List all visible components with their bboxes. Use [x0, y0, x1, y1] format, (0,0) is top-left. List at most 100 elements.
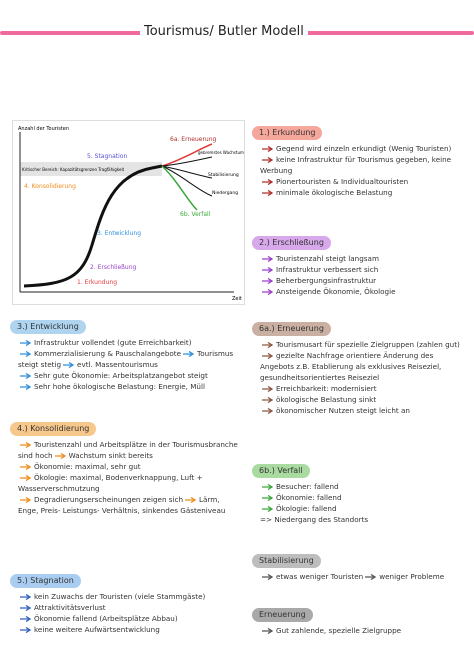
list-item: Kommerzialisierung & Pauschalangebote Tou… [18, 348, 240, 370]
section: 1.) Erkundung Gegend wird einzeln erkundi… [252, 126, 466, 198]
list-item: Ökologie: maximal, Bodenverknappung, Luf… [18, 472, 240, 494]
arrow-icon [63, 362, 75, 368]
item-text: Lärm, Enge, Preis- Leistungs- Verhältnis… [18, 495, 226, 515]
list-item: => Niedergang des Standorts [260, 514, 466, 525]
section: 5.) Stagnation kein Zuwachs der Touristen… [10, 574, 240, 635]
arrow-icon [262, 506, 274, 512]
arrow-icon [20, 605, 32, 611]
item-text: Ökonomie fallend (Arbeitsplätze Abbau) [34, 614, 178, 623]
list-item: Besucher: fallend [260, 481, 466, 492]
list-item: ökologische Belastung sinkt [260, 394, 466, 405]
item-text: weniger Probleme [379, 572, 445, 581]
arrow-icon [365, 574, 377, 580]
list-item: Ansteigende Ökonomie, Ökologie [260, 286, 466, 297]
arrow-icon [20, 464, 32, 470]
arrow-icon [20, 497, 32, 503]
arrow-icon [262, 495, 274, 501]
section-header: 6b.) Verfall [252, 464, 310, 478]
item-text: keine Infrastruktur für Tourismus gegebe… [260, 155, 452, 175]
arrow-icon [54, 453, 66, 459]
arrow-icon [20, 373, 32, 379]
arrow-icon [20, 594, 32, 600]
list-item: minimale ökologische Belastung [260, 187, 466, 198]
list-item: etwas weniger Touristen weniger Probleme [260, 571, 466, 582]
list-item: Beherbergungsinfrastruktur [260, 275, 466, 286]
item-text: Tourismusart für spezielle Zielgruppen (… [276, 340, 460, 349]
item-text: etwas weniger Touristen [276, 572, 364, 581]
section-header: 3.) Entwicklung [10, 320, 86, 334]
item-text: Gegend wird einzeln erkundigt (Wenig Tou… [276, 144, 452, 153]
arrow-icon [20, 627, 32, 633]
stage-label: 4. Konsolidierung [24, 183, 76, 190]
section-header: 1.) Erkundung [252, 126, 323, 140]
list-item: Attraktivitätsverlust [18, 602, 240, 613]
item-text: Attraktivitätsverlust [34, 603, 106, 612]
list-item: Gegend wird einzeln erkundigt (Wenig Tou… [260, 143, 466, 154]
stage-label: 1. Erkundung [77, 279, 117, 286]
section-header: 6a.) Erneuerung [252, 322, 331, 336]
item-text: Ökonomie: fallend [276, 493, 342, 502]
arrow-icon [20, 384, 32, 390]
item-text: Erreichbarkeit: modernisiert [276, 384, 377, 393]
list-item: Erreichbarkeit: modernisiert [260, 383, 466, 394]
item-text: Pionertouristen & Individualtouristen [276, 177, 409, 186]
stage-label: 6b. Verfall [180, 211, 211, 218]
arrow-icon [20, 616, 32, 622]
item-text: Infrastruktur verbessert sich [276, 265, 379, 274]
list-item: Sehr hohe ökologische Belastung: Energie… [18, 381, 240, 392]
arrow-icon [262, 628, 274, 634]
arrow-icon [185, 497, 197, 503]
list-item: Ökologie: fallend [260, 503, 466, 514]
branch [161, 165, 198, 211]
y-axis-label: Anzahl der Touristen [18, 126, 69, 132]
item-text: Kommerzialisierung & Pauschalangebote [34, 349, 182, 358]
arrow-icon [20, 442, 32, 448]
item-text: Ökologie: maximal, Bodenverknappung, Luf… [18, 473, 203, 493]
arrow-icon [262, 256, 274, 262]
arrow-icon [183, 351, 195, 357]
arrow-icon [262, 157, 274, 163]
list-item: Infrastruktur vollendet (gute Erreichbar… [18, 337, 240, 348]
item-text: minimale ökologische Belastung [276, 188, 393, 197]
item-text: ökologische Belastung sinkt [276, 395, 377, 404]
section: 2.) Erschließung Touristenzahl steigt lan… [252, 236, 466, 297]
list-item: Sehr gute Ökonomie: Arbeitsplatzangebot … [18, 370, 240, 381]
section: 4.) Konsolidierung Touristenzahl und Arbe… [10, 422, 240, 516]
section-header: Erneuerung [252, 608, 313, 622]
branch [161, 156, 213, 167]
section: 3.) Entwicklung Infrastruktur vollendet (… [10, 320, 240, 392]
arrow-icon [262, 574, 274, 580]
list-item: Touristenzahl steigt langsam [260, 253, 466, 264]
capacity-label: Kritischer Bereich: Kapazitätsgrenzen Tr… [22, 167, 125, 172]
arrow-icon [262, 484, 274, 490]
item-text: ökonomischer Nutzen steigt leicht an [276, 406, 410, 415]
branch [161, 165, 213, 197]
item-text: Ökonomie: maximal, sehr gut [34, 462, 141, 471]
arrow-icon [262, 267, 274, 273]
capacity-band [20, 162, 162, 176]
arrow-icon [262, 408, 274, 414]
item-text: Infrastruktur vollendet (gute Erreichbar… [34, 338, 192, 347]
arrow-icon [262, 289, 274, 295]
item-text: Besucher: fallend [276, 482, 339, 491]
list-item: keine Infrastruktur für Tourismus gegebe… [260, 154, 466, 176]
list-item: Degradierungserscheinungen zeigen sich Lä… [18, 494, 240, 516]
list-item: Gut zahlende, spezielle Zielgruppe [260, 625, 466, 636]
section: Stabilisierung etwas weniger Touristen wen… [252, 554, 466, 582]
item-text: Beherbergungsinfrastruktur [276, 276, 377, 285]
item-text: Ansteigende Ökonomie, Ökologie [276, 287, 396, 296]
list-item: Touristenzahl und Arbeitsplätze in der T… [18, 439, 240, 461]
item-text: Gut zahlende, spezielle Zielgruppe [276, 626, 402, 635]
branch [161, 143, 213, 167]
item-text: Touristenzahl und Arbeitsplätze in der T… [18, 440, 238, 460]
list-item: Ökonomie fallend (Arbeitsplätze Abbau) [18, 613, 240, 624]
item-text: gezielte Nachfrage orientiere Änderung d… [260, 351, 442, 382]
title: Tourismus/ Butler Modell [140, 22, 308, 42]
arrow-icon [262, 397, 274, 403]
item-text: keine weitere Aufwärtsentwicklung [34, 625, 160, 634]
list-item: Pionertouristen & Individualtouristen [260, 176, 466, 187]
diagram-frame [12, 120, 245, 305]
section-header: 4.) Konsolidierung [10, 422, 97, 436]
arrow-icon [262, 386, 274, 392]
